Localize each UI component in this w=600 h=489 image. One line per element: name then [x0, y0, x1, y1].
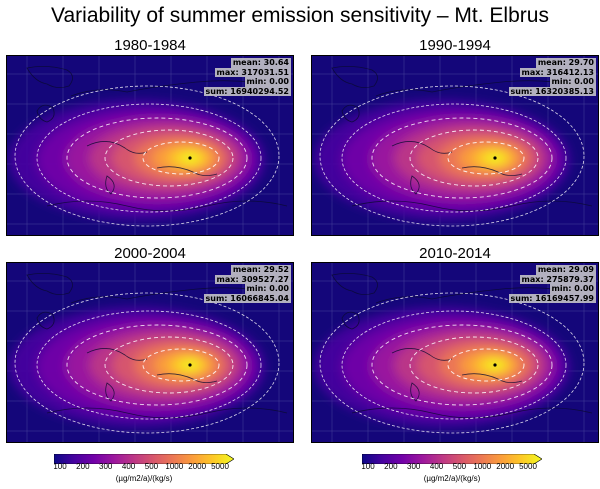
colorbar-ticks-right: 100 200 300 400 500 1000 2000 5000: [361, 462, 542, 472]
receptor-marker: [188, 363, 192, 367]
colorbar-tick-label: 100: [53, 462, 67, 471]
panel-title-3: 2000-2004: [114, 245, 186, 262]
colorbar-tick-label: 400: [429, 462, 444, 471]
colorbar-tick-label: 500: [452, 462, 467, 471]
stat-mean-3: mean: 29.52: [230, 265, 291, 275]
contour-lines: [319, 85, 585, 227]
contour-lines: [14, 292, 280, 434]
panel-title-2: 1990-1994: [419, 37, 491, 54]
colorbar-unit-right: (µg/m2/a)/(kg/s): [423, 474, 481, 483]
stats-box-2: mean: 29.70 max: 316412.13 min: 0.00 sum…: [508, 58, 596, 96]
contour-lines: [14, 85, 280, 227]
colorbar-svg: [361, 453, 543, 465]
colorbar-tick-label: 200: [76, 462, 90, 471]
colorbar-tick-label: 100: [361, 462, 375, 471]
stat-sum-2: sum: 16320385.13: [508, 86, 596, 96]
colorbar-tick-label: 5000: [519, 462, 537, 471]
sensitivity-field: [9, 307, 265, 427]
panel-title-4: 2010-2014: [419, 245, 491, 262]
colorbar-gradient-left: [53, 451, 235, 465]
stat-min-1: min: 0.00: [244, 77, 291, 87]
colorbar-tick-label: 1000: [473, 462, 492, 471]
stats-box-1: mean: 30.64 max: 317031.51 min: 0.00 sum…: [203, 58, 291, 96]
map-panel-4: mean: 29.09 max: 275879.37 min: 0.00 sum…: [311, 262, 599, 443]
sensitivity-field: [9, 100, 265, 220]
colorbar-svg: [53, 453, 235, 465]
receptor-marker: [493, 363, 497, 367]
stat-min-3: min: 0.00: [244, 284, 291, 294]
colorbar-gradient-right: [361, 451, 543, 465]
map-panel-3: mean: 29.52 max: 309527.27 min: 0.00 sum…: [6, 262, 294, 443]
colorbar-tick-label: 500: [144, 462, 159, 471]
colorbar-tick-label: 2000: [188, 462, 207, 471]
stat-max-2: max: 316412.13: [519, 67, 596, 77]
colorbar-tick-label: 300: [407, 462, 421, 471]
stats-box-4: mean: 29.09 max: 275879.37 min: 0.00 sum…: [508, 265, 596, 303]
colorbar-tick-label: 200: [384, 462, 398, 471]
map-panel-2: mean: 29.70 max: 316412.13 min: 0.00 sum…: [311, 55, 599, 236]
colorbar-ticks-left: 100 200 300 400 500 1000 2000 5000: [53, 462, 234, 472]
stat-max-1: max: 317031.51: [214, 67, 291, 77]
colorbar-tick-label: 1000: [165, 462, 184, 471]
stat-max-4: max: 275879.37: [519, 274, 596, 284]
coastlines: [331, 273, 593, 419]
stat-mean-1: mean: 30.64: [230, 58, 291, 68]
stat-min-4: min: 0.00: [549, 284, 596, 294]
sensitivity-field: [314, 307, 570, 427]
colorbar-tick-label: 300: [99, 462, 113, 471]
stat-max-3: max: 309527.27: [214, 274, 291, 284]
colorbar-tick-label: 2000: [496, 462, 515, 471]
stats-box-3: mean: 29.52 max: 309527.27 min: 0.00 sum…: [203, 265, 291, 303]
stat-mean-2: mean: 29.70: [535, 58, 596, 68]
sensitivity-field: [314, 100, 570, 220]
receptor-marker: [188, 156, 192, 160]
colorbar-tick-label: 5000: [211, 462, 229, 471]
map-panel-1: mean: 30.64 max: 317031.51 min: 0.00 sum…: [6, 55, 294, 236]
stat-sum-3: sum: 16066845.04: [203, 293, 291, 303]
colorbar-left: 100 200 300 400 500 1000 2000 5000 (µg/m2/a)/(k…: [53, 451, 235, 483]
colorbar-tick-label: 400: [121, 462, 136, 471]
panel-title-1: 1980-1984: [114, 37, 186, 54]
map-canvas-3: [7, 263, 293, 442]
contour-lines: [319, 292, 585, 434]
figure-title: Variability of summer emission sensitivi…: [51, 4, 549, 27]
colorbar-right: 100 200 300 400 500 1000 2000 5000 (µg/m2/a)/(k…: [361, 451, 543, 483]
stat-min-2: min: 0.00: [549, 77, 596, 87]
stat-sum-1: sum: 16940294.52: [203, 86, 291, 96]
stat-sum-4: sum: 16169457.99: [508, 293, 596, 303]
map-canvas-4: [312, 263, 598, 442]
receptor-marker: [493, 156, 497, 160]
colorbar-unit-left: (µg/m2/a)/(kg/s): [115, 474, 173, 483]
stat-mean-4: mean: 29.09: [535, 265, 596, 275]
